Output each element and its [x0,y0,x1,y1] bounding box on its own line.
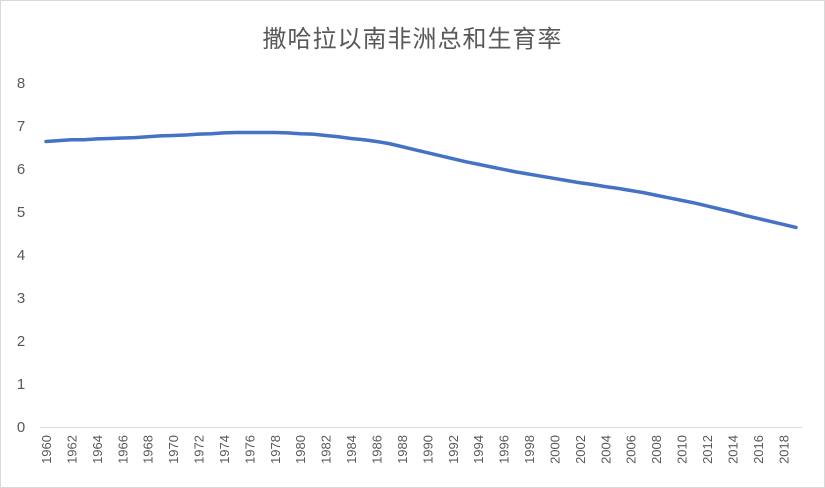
series-line [44,130,798,230]
x-tick-label: 1992 [446,435,461,464]
y-tick-label: 1 [17,376,25,393]
x-tick-label: 2010 [675,435,690,464]
x-tick-label: 1990 [420,435,435,464]
x-tick-label: 1966 [115,435,130,464]
x-tick-label: 1964 [90,435,105,464]
x-tick-label: 1996 [497,435,512,464]
x-tick-label: 1976 [242,435,257,464]
x-tick-label: 1984 [344,435,359,464]
y-tick-label: 8 [17,75,25,92]
x-tick-label: 2002 [573,435,588,464]
x-tick-label: 1970 [166,435,181,464]
x-tick-label: 2004 [598,435,613,464]
y-tick-label: 4 [17,247,25,264]
x-tick-label: 1978 [268,435,283,464]
x-tick-label: 2006 [624,435,639,464]
y-tick-label: 3 [17,290,25,307]
y-tick-label: 6 [17,161,25,178]
x-tick-label: 1980 [293,435,308,464]
x-tick-label: 1988 [395,435,410,464]
x-tick-label: 1974 [217,435,232,464]
y-tick-label: 7 [17,118,25,135]
x-tick-label: 1960 [39,435,54,464]
x-tick-label: 1962 [64,435,79,464]
x-tick-label: 1986 [370,435,385,464]
chart-title: 撒哈拉以南非洲总和生育率 [262,25,563,53]
x-tick-label: 1968 [141,435,156,464]
y-tick-label: 2 [17,333,25,350]
x-tick-label: 2008 [649,435,664,464]
x-tick-label: 1994 [471,435,486,464]
x-tick-label: 1972 [192,435,207,464]
x-tick-label: 2012 [700,435,715,464]
x-tick-label: 2016 [751,435,766,464]
x-tick-label: 2014 [725,435,740,464]
x-tick-label: 1998 [522,435,537,464]
y-tick-label: 5 [17,204,25,221]
y-tick-label: 0 [17,419,25,436]
x-tick-label: 1982 [319,435,334,464]
x-tick-label: 2000 [547,435,562,464]
x-tick-label: 2018 [776,435,791,464]
